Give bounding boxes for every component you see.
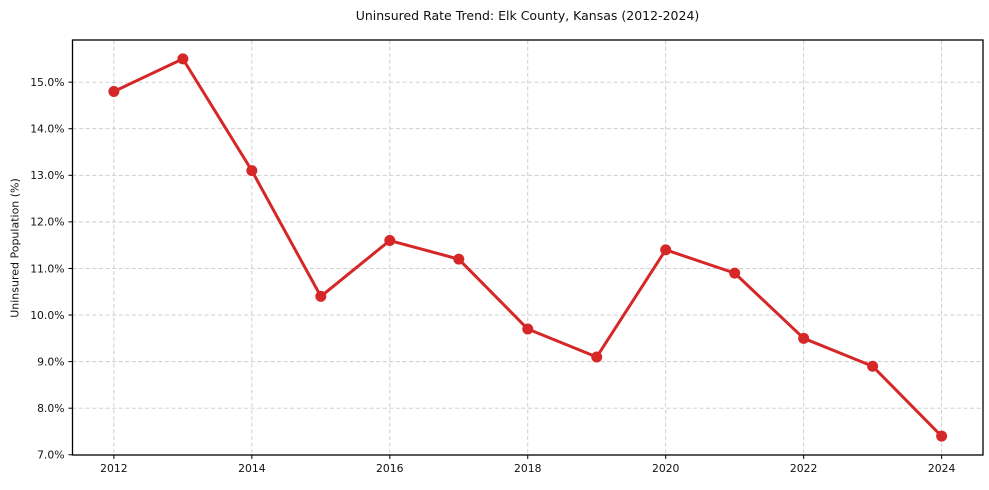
x-tick-label: 2022 — [790, 462, 817, 475]
data-point — [453, 253, 465, 265]
y-tick-label: 15.0% — [30, 76, 64, 89]
data-point — [177, 53, 189, 65]
y-tick-label: 13.0% — [30, 169, 64, 182]
data-point — [867, 360, 879, 372]
x-tick-label: 2016 — [376, 462, 404, 475]
data-point — [591, 351, 603, 363]
y-tick-label: 10.0% — [30, 309, 64, 322]
x-tick-label: 2014 — [238, 462, 266, 475]
y-tick-label: 9.0% — [37, 355, 64, 368]
x-tick-label: 2020 — [652, 462, 680, 475]
y-axis-label: Uninsured Population (%) — [8, 178, 22, 318]
data-point — [660, 244, 672, 256]
y-tick-label: 12.0% — [30, 216, 64, 229]
x-tick-label: 2024 — [928, 462, 956, 475]
y-tick-label: 14.0% — [30, 123, 64, 136]
data-point — [384, 235, 396, 247]
data-point — [315, 290, 327, 302]
data-point — [798, 332, 810, 344]
data-point — [108, 85, 120, 97]
chart-title: Uninsured Rate Trend: Elk County, Kansas… — [355, 8, 700, 23]
y-tick-label: 11.0% — [30, 262, 64, 275]
data-point — [729, 267, 741, 279]
y-tick-label: 8.0% — [37, 402, 64, 415]
data-point — [936, 430, 948, 442]
x-tick-label: 2012 — [100, 462, 127, 475]
data-point — [246, 165, 258, 177]
data-point — [522, 323, 534, 335]
x-tick-label: 2018 — [514, 462, 542, 475]
y-tick-label: 7.0% — [37, 449, 64, 462]
